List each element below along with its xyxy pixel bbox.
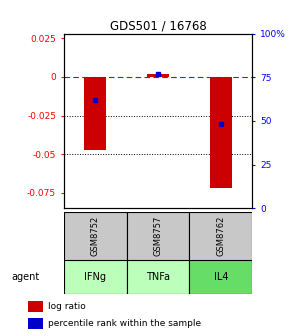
Bar — [127, 260, 189, 294]
Bar — [127, 212, 189, 260]
Text: GSM8762: GSM8762 — [216, 216, 225, 256]
Title: GDS501 / 16768: GDS501 / 16768 — [110, 19, 206, 33]
Text: log ratio: log ratio — [48, 302, 86, 311]
Bar — [64, 212, 127, 260]
Bar — [210, 77, 232, 188]
Text: GSM8752: GSM8752 — [91, 216, 100, 256]
Text: GSM8757: GSM8757 — [153, 216, 163, 256]
Bar — [84, 77, 106, 150]
Bar — [189, 212, 252, 260]
Bar — [147, 74, 169, 77]
Bar — [189, 260, 252, 294]
Text: percentile rank within the sample: percentile rank within the sample — [48, 319, 202, 328]
Text: TNFa: TNFa — [146, 272, 170, 282]
Text: IL4: IL4 — [214, 272, 228, 282]
Bar — [28, 301, 43, 312]
Bar — [64, 260, 127, 294]
Bar — [28, 318, 43, 329]
Text: IFNg: IFNg — [84, 272, 106, 282]
Text: agent: agent — [12, 272, 40, 282]
